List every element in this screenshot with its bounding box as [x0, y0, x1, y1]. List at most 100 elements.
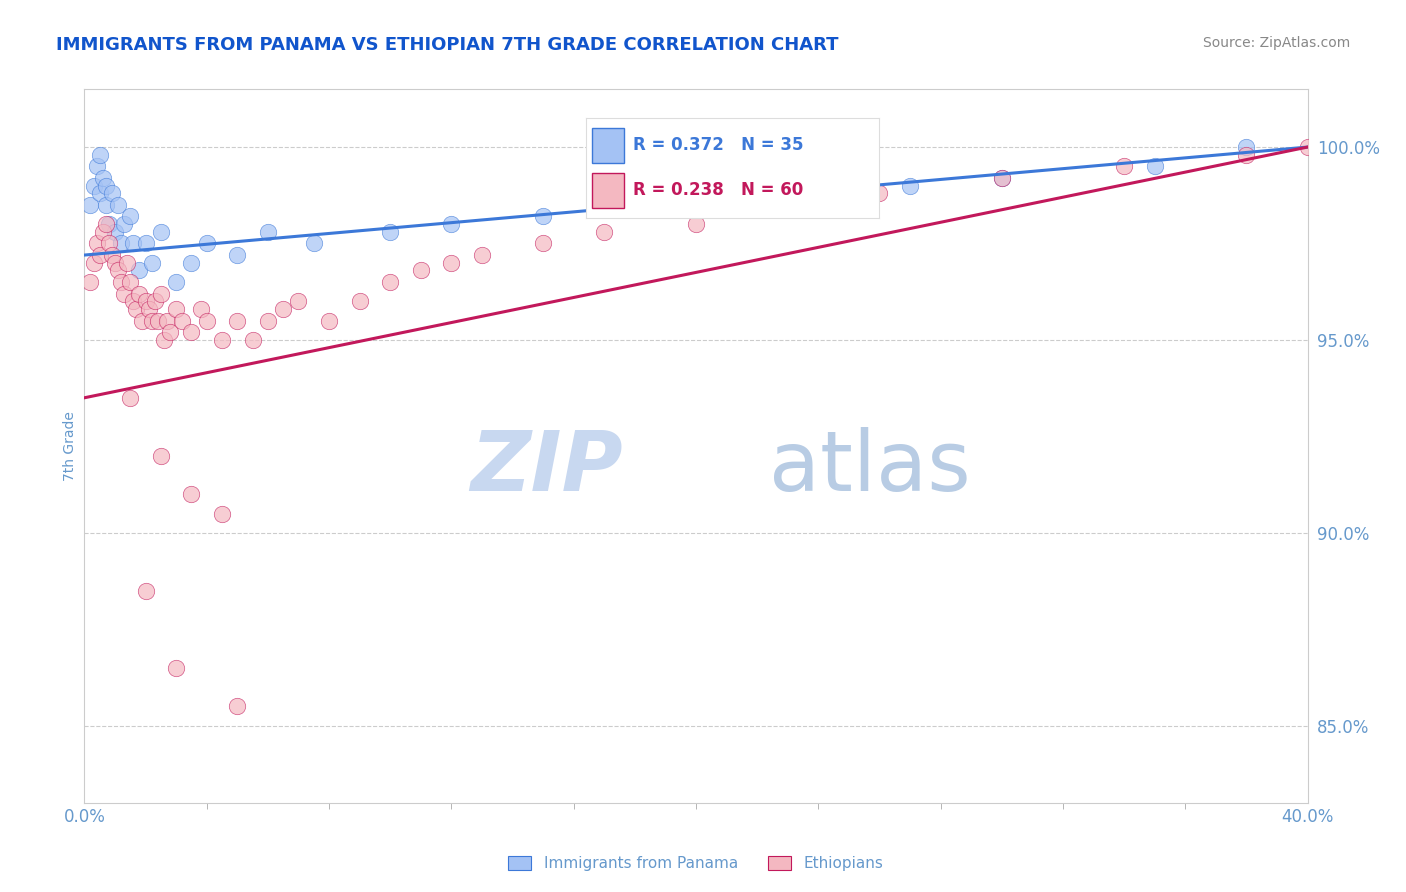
Legend: Immigrants from Panama, Ethiopians: Immigrants from Panama, Ethiopians [502, 850, 890, 877]
Point [146, 313, 169, 327]
Point [153, 333, 176, 347]
Point [112, 217, 135, 231]
Point [1114, 159, 1136, 173]
Point [226, 699, 249, 714]
Text: Source: ZipAtlas.com: Source: ZipAtlas.com [1202, 36, 1350, 50]
Point [302, 236, 325, 251]
Point [141, 256, 163, 270]
Point [195, 236, 218, 251]
Point [79, 198, 101, 212]
Point [120, 210, 142, 224]
Point [1236, 140, 1258, 154]
Point [211, 333, 233, 347]
Point [318, 313, 340, 327]
Point [94, 198, 117, 212]
Point [135, 236, 157, 251]
Point [79, 275, 101, 289]
Point [128, 286, 150, 301]
Y-axis label: 7th Grade: 7th Grade [63, 411, 77, 481]
Point [141, 313, 163, 327]
Point [156, 313, 179, 327]
Point [172, 313, 194, 327]
Point [1296, 140, 1319, 154]
Point [120, 391, 142, 405]
Point [89, 148, 111, 162]
Point [409, 263, 432, 277]
Point [101, 186, 124, 201]
Point [135, 294, 157, 309]
Point [97, 236, 120, 251]
Point [104, 225, 127, 239]
Point [776, 198, 799, 212]
Point [89, 186, 111, 201]
Point [135, 583, 157, 598]
Point [898, 178, 921, 193]
Point [211, 507, 233, 521]
Text: ZIP: ZIP [470, 427, 623, 508]
Point [180, 487, 202, 501]
Point [112, 286, 135, 301]
Point [94, 178, 117, 193]
Point [107, 198, 129, 212]
Point [165, 275, 187, 289]
Point [226, 248, 249, 262]
Point [991, 170, 1014, 185]
Point [349, 294, 371, 309]
Point [83, 178, 105, 193]
Point [380, 275, 402, 289]
Point [685, 217, 707, 231]
Point [159, 325, 181, 339]
Point [138, 301, 160, 316]
Point [287, 294, 309, 309]
Point [226, 313, 249, 327]
Point [86, 236, 108, 251]
Point [86, 159, 108, 173]
Point [471, 248, 494, 262]
Point [122, 294, 145, 309]
Point [149, 449, 172, 463]
Point [149, 286, 172, 301]
Point [131, 313, 153, 327]
Point [91, 170, 114, 185]
Point [190, 301, 212, 316]
Point [107, 263, 129, 277]
Point [104, 256, 127, 270]
Point [257, 313, 280, 327]
Point [110, 236, 132, 251]
Point [89, 248, 111, 262]
Point [531, 236, 554, 251]
Point [91, 225, 114, 239]
Text: IMMIGRANTS FROM PANAMA VS ETHIOPIAN 7TH GRADE CORRELATION CHART: IMMIGRANTS FROM PANAMA VS ETHIOPIAN 7TH … [56, 36, 839, 54]
Point [991, 170, 1014, 185]
Point [869, 186, 891, 201]
Point [747, 186, 769, 201]
Point [593, 225, 616, 239]
Point [120, 275, 142, 289]
Point [165, 661, 187, 675]
Point [143, 294, 166, 309]
Point [257, 225, 280, 239]
Point [97, 217, 120, 231]
Point [624, 198, 647, 212]
Point [94, 217, 117, 231]
Point [440, 217, 463, 231]
Point [122, 236, 145, 251]
Point [125, 301, 148, 316]
Text: atlas: atlas [769, 427, 972, 508]
Point [115, 256, 138, 270]
Point [149, 225, 172, 239]
Point [83, 256, 105, 270]
Point [242, 333, 264, 347]
Point [1236, 148, 1258, 162]
Point [271, 301, 294, 316]
Point [180, 256, 202, 270]
Point [440, 256, 463, 270]
Point [380, 225, 402, 239]
Point [195, 313, 218, 327]
Point [110, 275, 132, 289]
Point [1143, 159, 1166, 173]
Point [180, 325, 202, 339]
Point [128, 263, 150, 277]
Point [531, 210, 554, 224]
Point [165, 301, 187, 316]
